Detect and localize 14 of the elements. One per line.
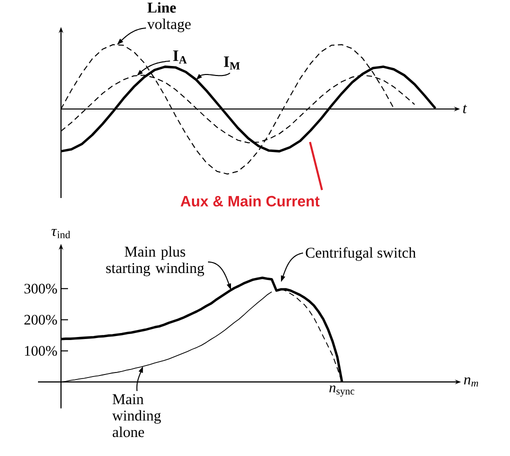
y-tick-label: 100%	[25, 346, 57, 356]
text: Aux & Main Current	[180, 196, 320, 206]
legend-label: Main winding alone	[112, 394, 161, 438]
x-tick-label: n$_{sync}$	[329, 385, 354, 397]
x-axis-title: n$_{m}$	[464, 377, 478, 387]
y-tick-label: 300%	[24, 284, 57, 294]
x-axis-title: t	[463, 104, 467, 114]
legend-label: I$_{A}$	[173, 50, 187, 64]
series-label: Main plus starting winding	[106, 246, 204, 276]
series-label: I$_{M}$	[224, 56, 240, 70]
series-label: Line voltage	[147, 2, 191, 32]
annotation: Centrifugal switch	[306, 247, 416, 261]
y-tick-label: 200%	[24, 314, 57, 325]
y-axis-title: τ$_{ind}$	[52, 229, 70, 238]
